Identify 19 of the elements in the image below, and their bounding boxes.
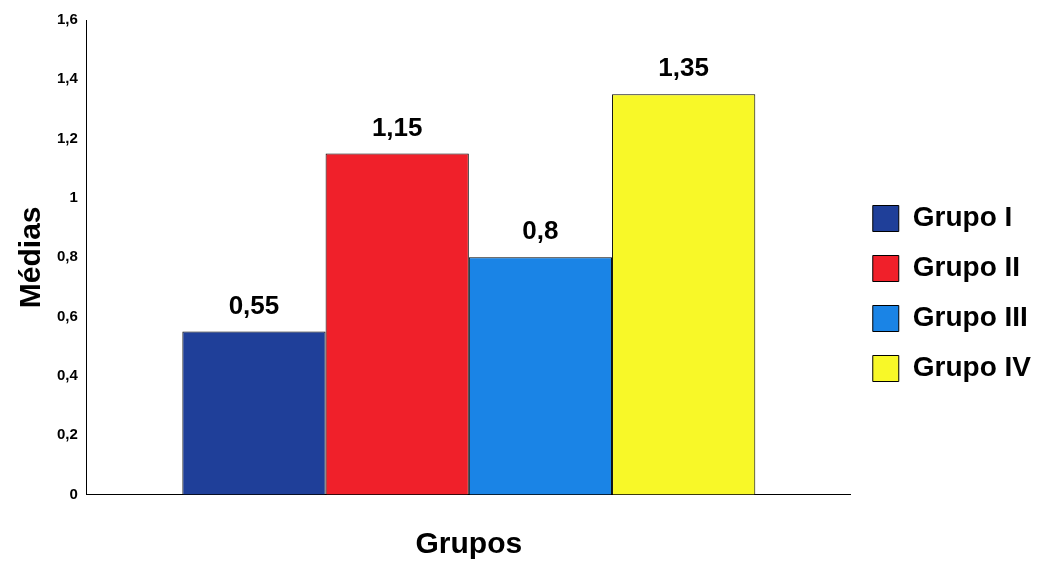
y-tick-label: 1,4 — [56, 69, 79, 87]
legend-label: Grupo III — [912, 301, 1028, 333]
x-axis-title: Grupos — [415, 526, 523, 560]
data-label: 0,8 — [522, 215, 559, 246]
data-label: 1,15 — [371, 111, 423, 142]
data-label: 1,35 — [658, 52, 709, 83]
y-tick-label: 0,8 — [56, 247, 78, 265]
y-tick-label: 0,4 — [56, 366, 79, 384]
legend-label: Grupo II — [912, 251, 1021, 283]
y-tick-label: 1,2 — [56, 128, 78, 146]
legend-label: Grupo I — [912, 201, 1013, 233]
y-tick-label: 0 — [69, 484, 78, 502]
y-tick-label: 1,6 — [56, 10, 78, 28]
y-tick-label: 1 — [69, 188, 78, 206]
data-label: 0,55 — [228, 289, 280, 320]
y-tick-label: 0,6 — [56, 306, 78, 324]
y-tick-label: 0,2 — [56, 425, 78, 443]
y-axis-title: Médias — [13, 206, 47, 309]
legend-label: Grupo IV — [912, 351, 1032, 383]
